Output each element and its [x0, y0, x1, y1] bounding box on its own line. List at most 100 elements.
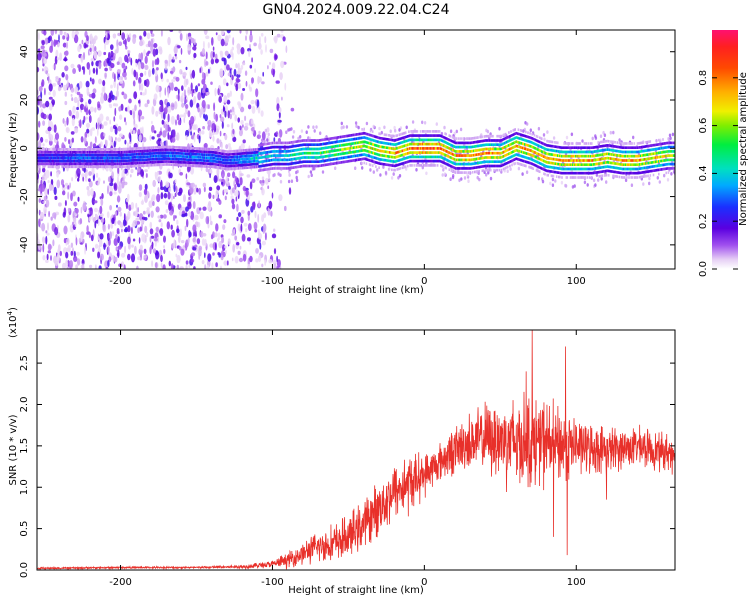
- spectrogram-ridge-cell: [166, 151, 169, 154]
- spectrogram-noise-cell: [88, 68, 91, 76]
- spectrogram-noise-cell: [43, 30, 47, 36]
- spectrogram-ridge-cell: [40, 159, 42, 163]
- spectrogram-noise-cell: [146, 209, 150, 215]
- spectrogram-ridge-cell: [279, 154, 281, 157]
- spectrogram-ridge-cell: [57, 156, 59, 160]
- spectrogram-ridge-cell: [354, 158, 357, 162]
- spectrogram-ridge-cell: [416, 134, 419, 137]
- spectrogram-ridge-cell: [341, 152, 343, 156]
- spectrogram-ridge-cell: [100, 162, 103, 166]
- spectrogram-ridge-cell: [403, 161, 406, 165]
- spectrogram-ridge-cell: [219, 158, 222, 161]
- spectrogram-ridge-cell: [41, 148, 43, 151]
- spectrogram-ridge-cell: [115, 159, 118, 163]
- spectrogram-noise-cell: [229, 113, 232, 120]
- spectrogram-noise-cell: [251, 178, 256, 183]
- spectrogram-ridge-cell: [164, 154, 167, 157]
- spectrogram-ridge-cell: [360, 136, 362, 140]
- spectrogram-ridge-cell: [306, 151, 308, 155]
- spectrogram-ridge-cell: [226, 167, 228, 171]
- spectrogram-ridge-cell: [281, 141, 284, 145]
- spectrogram-ridge-cell: [369, 163, 372, 167]
- spectrogram-ridge-cell: [43, 148, 45, 151]
- spectrogram-ridge-cell: [252, 162, 255, 166]
- spectrogram-ridge-cell: [353, 146, 356, 149]
- spectrogram-ridge-cell: [258, 143, 260, 147]
- spectrogram-ridge-cell: [80, 159, 83, 163]
- spectrogram-ridge-cell: [144, 164, 146, 167]
- spectrogram-ridge-cell: [363, 161, 365, 165]
- spectrogram-ridge-cell: [229, 156, 232, 159]
- spectrogram-ridge-cell: [401, 141, 404, 144]
- spectrogram-noise-cell: [210, 81, 213, 85]
- spectrogram-noise-cell: [144, 169, 148, 173]
- spectrogram-ridge-cell: [141, 155, 143, 159]
- spectrogram-ridge-cell: [278, 154, 280, 157]
- spectrogram-ridge-cell: [348, 155, 351, 159]
- spectrogram-ridge-cell: [42, 148, 44, 151]
- spectrogram-marks: [37, 30, 675, 269]
- spectrogram-ridge-cell: [363, 157, 365, 160]
- spectrogram-ridge-cell: [320, 147, 323, 150]
- spectrogram-ridge-cell: [193, 147, 195, 150]
- spectrogram-ridge-cell: [150, 152, 153, 155]
- spectrogram-ridge-cell: [256, 151, 258, 154]
- spectrogram-ridge-cell: [194, 164, 196, 168]
- spectrogram-ridge-cell: [85, 162, 88, 166]
- spectrogram-ridge-cell: [377, 161, 379, 165]
- spectrogram-ridge-cell: [300, 148, 303, 151]
- spectrogram-ridge-cell: [110, 165, 112, 169]
- spectrogram-ridge-cell: [163, 163, 166, 166]
- spectrogram-noise-cell: [597, 178, 600, 182]
- spectrogram-noise-cell: [97, 182, 100, 186]
- spectrogram-ridge-cell: [239, 152, 241, 155]
- spectrogram-ridge-cell: [126, 153, 128, 157]
- spectrogram-ridge-cell: [389, 155, 391, 158]
- spectrogram-ridge-cell: [342, 160, 344, 164]
- spectrogram-ridge-cell: [232, 164, 235, 168]
- spectrogram-noise-cell: [186, 218, 189, 228]
- spectrogram-ridge-cell: [165, 151, 168, 154]
- spectrogram-noise-cell: [91, 197, 96, 206]
- spectrogram-ridge-cell: [378, 157, 380, 161]
- spectrogram-ridge-cell: [373, 160, 375, 163]
- spectrogram-ridge-cell: [258, 156, 260, 160]
- spectrogram-noise-cell: [89, 106, 95, 113]
- spectrogram-noise-cell: [239, 245, 242, 250]
- spectrogram-ridge-cell: [345, 151, 347, 155]
- spectrogram-ridge-cell: [397, 150, 400, 154]
- spectrogram-ridge-cell: [124, 147, 126, 151]
- spectrogram-ridge-cell: [147, 155, 150, 158]
- spectrogram-noise-cell: [47, 180, 50, 184]
- spectrogram-noise-cell: [237, 70, 241, 75]
- spectrogram-ridge-cell: [408, 143, 410, 146]
- spectrogram-ridge-cell: [334, 140, 337, 144]
- spectrogram-noise-cell: [146, 99, 150, 105]
- spectrogram-ridge-cell: [50, 162, 53, 166]
- spectrogram-ridge-cell: [110, 148, 112, 151]
- spectrogram-ridge-cell: [80, 156, 83, 160]
- spectrogram-ridge-cell: [115, 162, 118, 166]
- spectrogram-ridge-cell: [404, 165, 407, 168]
- spectrogram-ridge-cell: [93, 165, 95, 169]
- spectrogram-ridge-cell: [39, 153, 41, 157]
- spectrogram-ridge-cell: [412, 142, 414, 146]
- spectrogram-ridge-cell: [285, 150, 288, 153]
- spectrogram-ridge-cell: [199, 162, 202, 165]
- spectrogram-ridge-cell: [111, 150, 113, 154]
- spectrogram-ridge-cell: [360, 153, 362, 157]
- spectrogram-ridge-cell: [382, 154, 385, 157]
- spectrogram-ridge-cell: [219, 161, 222, 164]
- spectrogram-ridge-cell: [257, 162, 259, 166]
- spectrogram-ridge-cell: [146, 155, 149, 158]
- spectrogram-noise-cell: [170, 224, 173, 230]
- spectrogram-noise-cell: [128, 56, 131, 62]
- spectrogram-ridge-cell: [369, 146, 372, 150]
- spectrogram-noise-cell: [666, 178, 670, 182]
- spectrogram-noise-cell: [245, 189, 249, 198]
- spectrogram-ridge-cell: [119, 156, 122, 160]
- spectrogram-ridge-cell: [125, 162, 127, 165]
- spectrogram-ridge-cell: [276, 154, 278, 157]
- spectrogram-ridge-cell: [296, 157, 299, 160]
- spectrogram-ridge-cell: [194, 152, 196, 156]
